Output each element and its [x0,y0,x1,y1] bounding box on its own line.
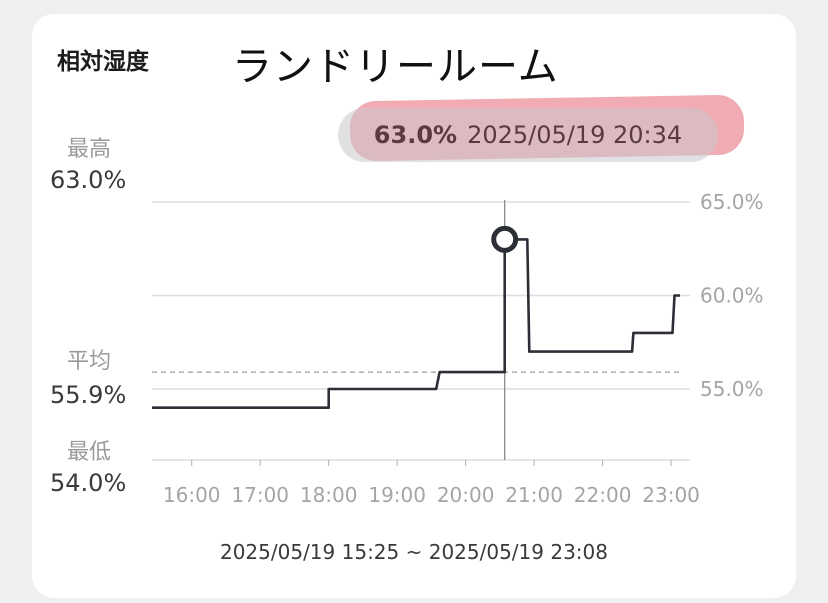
y-tick-label: 65.0% [700,190,764,214]
time-range: 2025/05/19 15:25 ~ 2025/05/19 23:08 [219,540,608,564]
x-tick-label: 20:00 [437,483,495,507]
tooltip-time: 2025/05/19 20:34 [467,121,683,149]
min-value: 54.0% [50,469,127,497]
x-tick-label: 19:00 [368,483,426,507]
series-line [152,238,680,409]
y-tick-label: 60.0% [700,283,764,307]
x-tick-label: 22:00 [574,483,632,507]
room-title: ランドリールーム [232,44,559,90]
max-value: 63.0% [50,166,127,194]
x-tick-label: 17:00 [231,483,289,507]
avg-label: 平均 [67,349,112,374]
tooltip-value: 63.0% [373,121,458,149]
x-tick-label: 23:00 [642,483,700,507]
metric-title: 相対湿度 [57,49,149,75]
avg-value: 55.9% [50,381,127,409]
min-label: 最低 [67,440,112,465]
x-tick-label: 21:00 [505,483,563,507]
y-tick-label: 55.0% [700,377,764,401]
max-label: 最高 [67,137,112,162]
x-tick-label: 18:00 [300,483,358,507]
selected-point [491,225,519,253]
x-tick-label: 16:00 [163,483,221,507]
tooltip: 63.0% 2025/05/19 20:34 [338,108,718,162]
